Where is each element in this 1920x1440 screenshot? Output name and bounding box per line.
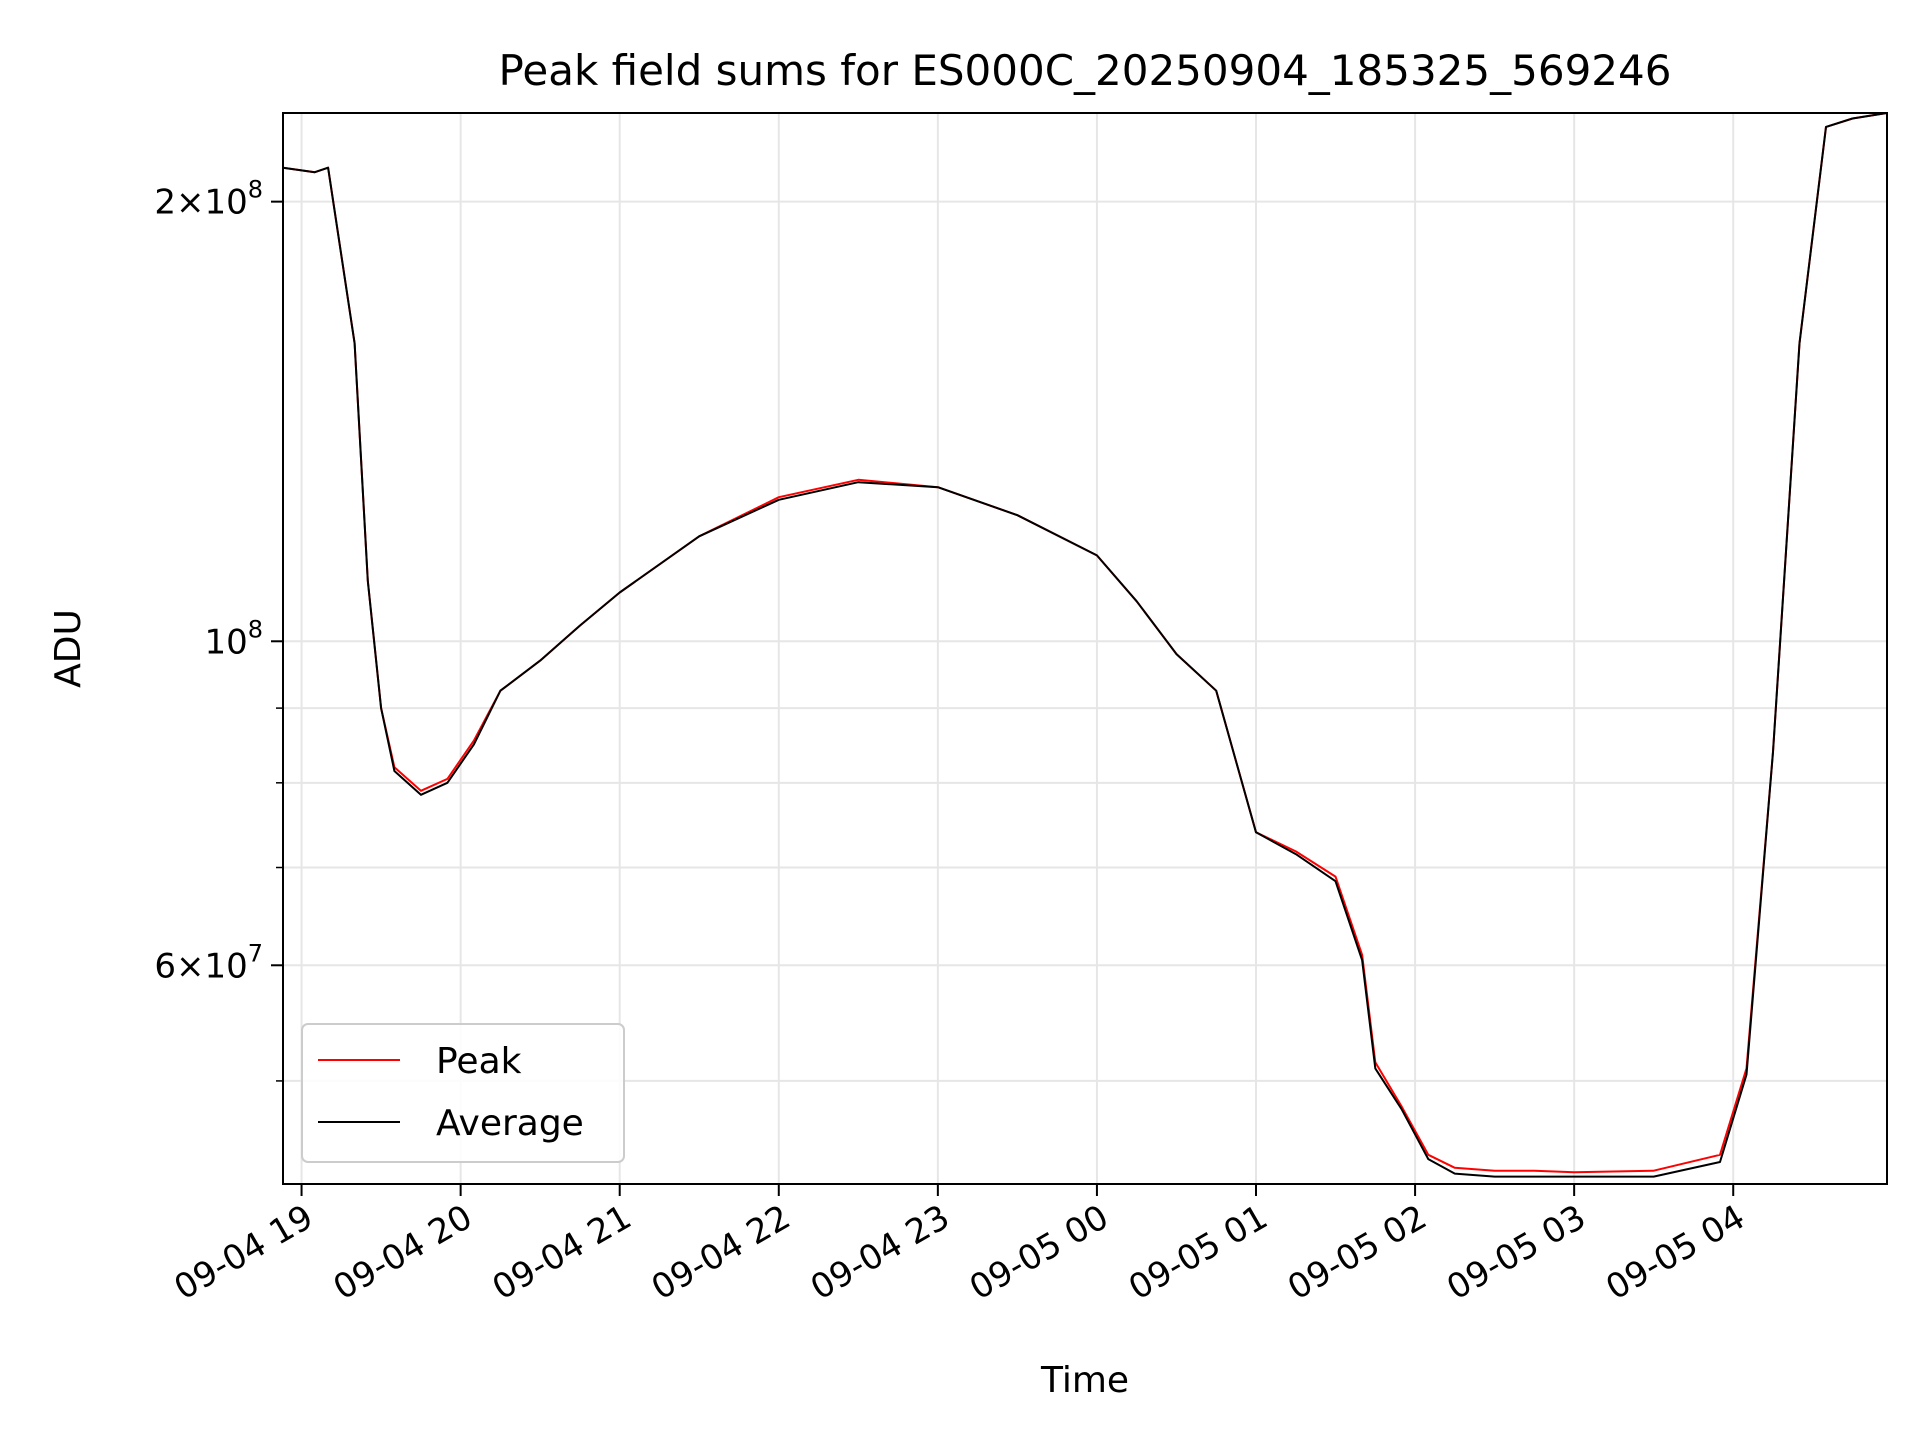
series-line-average (283, 113, 1887, 1178)
x-axis-label: Time (1040, 1360, 1129, 1401)
chart-title: Peak field sums for ES000C_20250904_1853… (499, 46, 1672, 95)
legend-box (301, 1023, 625, 1163)
legend-label: Average (436, 1103, 584, 1144)
y-tick-label: 6×107 (154, 939, 263, 986)
legend: Peak Average (301, 1023, 625, 1163)
y-tick-label: 108 (204, 615, 263, 662)
legend-label: Peak (436, 1041, 522, 1082)
series-layer (283, 113, 1887, 1178)
y-tick-label: 2×108 (154, 176, 263, 223)
grid (283, 113, 1887, 1184)
y-axis: 6×107 108 2×108 (154, 176, 283, 1082)
y-axis-label: ADU (48, 609, 89, 688)
plot-frame (282, 112, 1888, 1185)
